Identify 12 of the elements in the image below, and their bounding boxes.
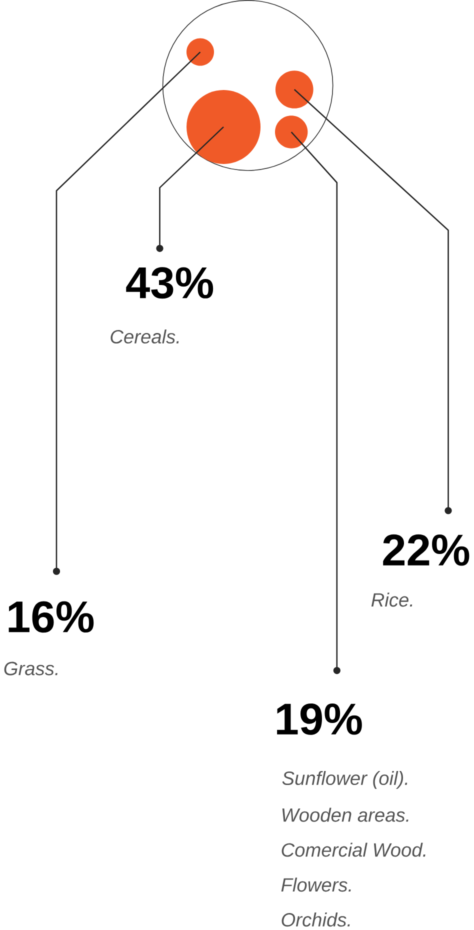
data-label: 16% bbox=[8, 601, 94, 633]
category-label: Grass. bbox=[4, 662, 58, 676]
category-label: Cereals. bbox=[110, 329, 179, 344]
data-label: 43% bbox=[126, 267, 214, 299]
data-label: 19% bbox=[277, 703, 362, 735]
text: Wooden areas. bbox=[282, 808, 408, 822]
category-label: Rice. bbox=[372, 592, 412, 607]
category-label: Sunflower (oil). bbox=[282, 770, 408, 789]
text: Comercial Wood. bbox=[282, 842, 426, 857]
data-label: 22% bbox=[383, 534, 470, 566]
text: Orchids. bbox=[282, 912, 350, 927]
text: Flowers. bbox=[281, 878, 351, 892]
